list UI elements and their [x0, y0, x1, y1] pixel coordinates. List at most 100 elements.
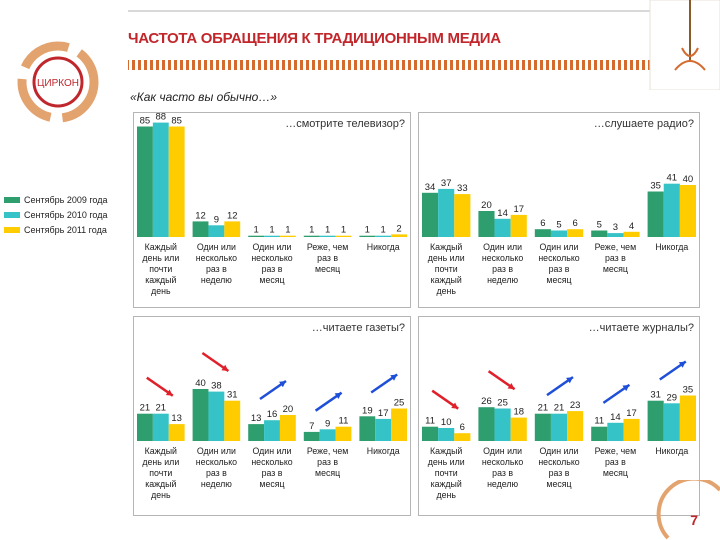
category-label: почти: [435, 468, 458, 478]
category-label: месяц: [546, 479, 571, 489]
data-label: 29: [667, 392, 678, 403]
category-label: Один или: [253, 242, 292, 252]
category-label: месяц: [603, 264, 628, 274]
category-label: неделю: [201, 275, 232, 285]
page-corner-decoration: [656, 480, 720, 540]
data-label: 21: [554, 403, 565, 414]
bar-2-4: [391, 234, 407, 237]
bar-2-4: [679, 185, 696, 237]
data-label: 1: [253, 225, 258, 236]
data-label: 21: [140, 403, 151, 414]
category-label: месяц: [315, 468, 340, 478]
bar-1-2: [264, 420, 280, 441]
legend-swatch-2009: [4, 196, 20, 203]
category-label: месяц: [259, 275, 284, 285]
bar-1-2: [264, 235, 280, 237]
data-label: 14: [610, 412, 621, 423]
bar-0-1: [478, 407, 495, 441]
bar-2-3: [623, 418, 640, 441]
bar-1-0: [438, 188, 455, 237]
category-label: Каждый: [430, 242, 462, 252]
category-label: день: [151, 490, 171, 500]
header-decoration: [128, 0, 720, 90]
bar-2-1: [510, 214, 527, 237]
bar-0-1: [478, 211, 495, 237]
bar-0-4: [359, 235, 376, 237]
category-label: раз в: [492, 264, 513, 274]
category-label: Один или: [540, 242, 579, 252]
zirkon-logo: ЦИРКОН: [17, 41, 99, 123]
bar-2-0: [168, 126, 185, 237]
data-label: 19: [362, 405, 373, 416]
bar-2-3: [335, 235, 352, 237]
category-label: почти: [149, 264, 172, 274]
trend-arrowhead-up: [622, 384, 630, 392]
bar-0-3: [591, 230, 608, 237]
data-label: 9: [214, 214, 219, 225]
data-label: 6: [572, 218, 577, 229]
data-label: 3: [613, 222, 618, 233]
data-label: 4: [629, 221, 634, 232]
category-label: почти: [149, 468, 172, 478]
bar-1-3: [319, 235, 336, 237]
trend-arrowhead-down: [507, 382, 515, 390]
data-label: 37: [441, 178, 452, 189]
chart-title: …смотрите телевизор?: [285, 118, 405, 130]
data-label: 21: [156, 403, 167, 414]
category-label: Никогда: [655, 446, 688, 456]
panel-frame: [133, 316, 411, 516]
category-label: раз в: [317, 457, 338, 467]
bar-2-2: [279, 415, 296, 441]
data-label: 10: [441, 417, 452, 428]
category-label: каждый: [145, 479, 176, 489]
bar-2-0: [454, 194, 471, 237]
category-label: несколько: [251, 253, 292, 263]
data-label: 25: [497, 398, 508, 409]
category-label: раз в: [262, 468, 283, 478]
bar-0-3: [303, 431, 320, 441]
chart-legend: Сентябрь 2009 года Сентябрь 2010 года Се…: [4, 192, 108, 237]
bar-2-1: [224, 221, 241, 237]
bar-0-1: [192, 389, 209, 441]
bar-1-0: [152, 122, 169, 237]
bar-0-1: [192, 221, 209, 237]
bar-2-1: [510, 417, 527, 441]
category-label: каждый: [431, 275, 462, 285]
trend-arrowhead-up: [390, 374, 398, 381]
bar-0-2: [248, 235, 265, 237]
category-label: несколько: [482, 253, 523, 263]
category-label: Один или: [197, 242, 236, 252]
category-label: несколько: [196, 253, 237, 263]
data-label: 11: [339, 416, 349, 427]
category-label: Каждый: [145, 242, 177, 252]
bar-0-2: [248, 424, 265, 441]
category-label: Один или: [253, 446, 292, 456]
data-label: 41: [667, 173, 678, 184]
category-label: день или: [428, 253, 465, 263]
category-label: раз в: [605, 253, 626, 263]
data-label: 17: [626, 408, 637, 419]
data-label: 20: [283, 404, 294, 415]
category-label: несколько: [251, 457, 292, 467]
category-label: Один или: [197, 446, 236, 456]
data-label: 18: [513, 407, 524, 418]
data-label: 1: [309, 225, 314, 236]
data-label: 5: [597, 220, 602, 231]
bar-0-0: [137, 126, 153, 237]
bar-1-0: [438, 428, 455, 441]
bar-2-3: [335, 426, 352, 441]
data-label: 1: [341, 225, 346, 236]
trend-arrowhead-down: [451, 402, 459, 409]
bar-2-0: [454, 433, 471, 441]
category-label: день или: [142, 253, 179, 263]
category-label: Один или: [483, 446, 522, 456]
category-label: раз в: [262, 264, 283, 274]
bar-1-2: [550, 413, 568, 441]
data-label: 33: [457, 183, 468, 194]
bar-0-2: [534, 229, 551, 237]
trend-arrowhead-up: [566, 377, 573, 384]
page-number: 7: [690, 512, 698, 528]
